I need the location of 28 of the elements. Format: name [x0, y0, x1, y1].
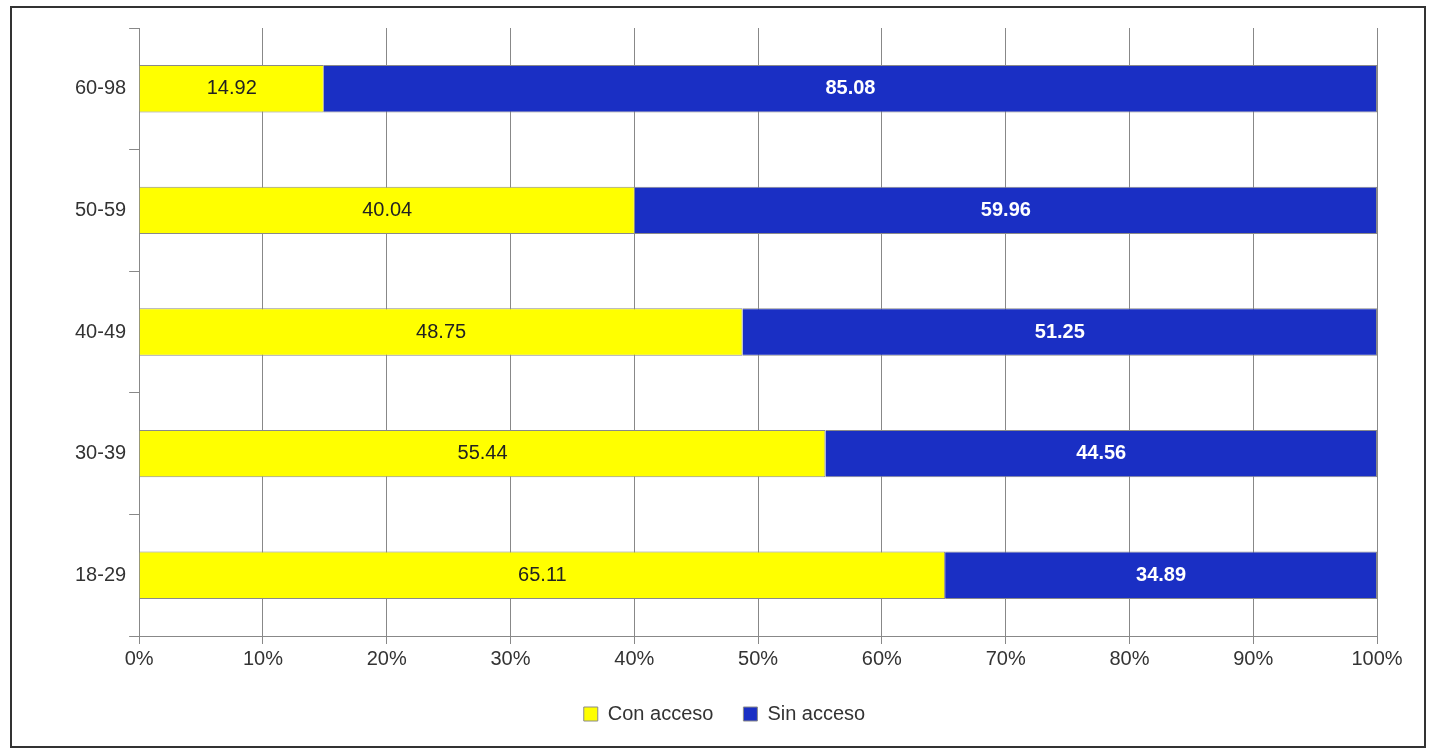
data-label: 55.44 — [457, 441, 508, 464]
data-label: 48.75 — [416, 319, 467, 342]
data-label: 85.08 — [825, 76, 876, 99]
data-label: 59.96 — [980, 197, 1031, 220]
x-tick-label: 80% — [1109, 646, 1150, 669]
y-tick-label: 50-59 — [75, 197, 127, 220]
data-label: 14.92 — [206, 76, 257, 99]
data-label: 34.89 — [1136, 562, 1187, 585]
legend-label: Con acceso — [607, 701, 714, 724]
x-tick-label: 10% — [242, 646, 284, 669]
x-tick-label: 20% — [366, 646, 407, 669]
data-label: 44.56 — [1076, 441, 1127, 464]
data-label: 65.11 — [518, 562, 567, 585]
y-tick-label: 18-29 — [75, 562, 127, 585]
x-tick-label: 0% — [124, 646, 154, 669]
legend-label: Sin acceso — [767, 701, 866, 724]
y-tick-label: 40-49 — [75, 319, 127, 342]
data-label: 40.04 — [362, 197, 413, 220]
x-tick-label: 60% — [861, 646, 903, 669]
x-tick-label: 90% — [1233, 646, 1274, 669]
x-tick-label: 50% — [738, 646, 779, 669]
y-tick-label: 60-98 — [75, 76, 127, 99]
x-tick-label: 40% — [614, 646, 655, 669]
y-tick-label: 30-39 — [75, 441, 127, 464]
data-label: 51.25 — [1034, 319, 1085, 342]
x-tick-label: 30% — [490, 646, 531, 669]
x-tick-label: 100% — [1351, 646, 1403, 669]
x-tick-label: 70% — [985, 646, 1026, 669]
